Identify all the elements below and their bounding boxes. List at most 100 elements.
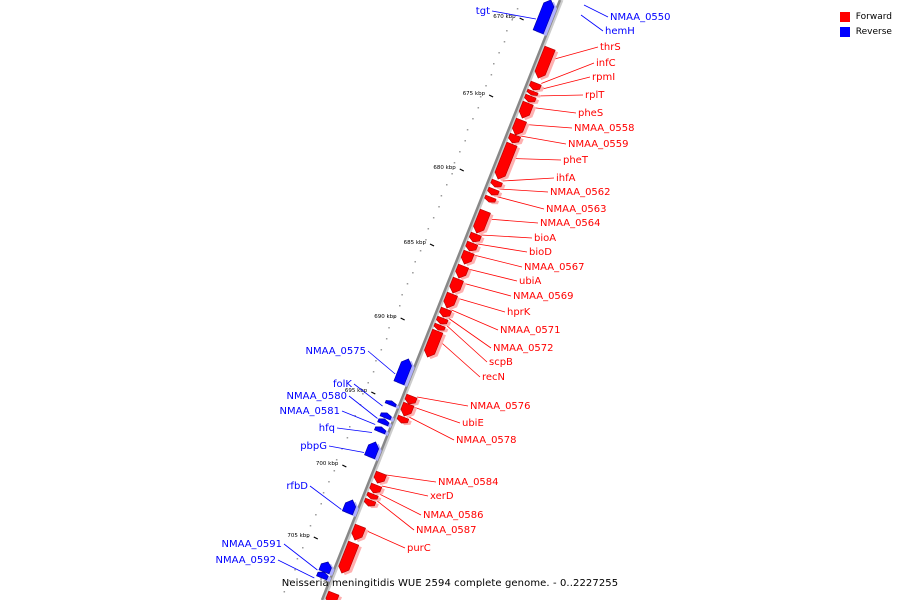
- gene-label-recN[interactable]: recN: [482, 372, 505, 383]
- gene-NMAA_0571[interactable]: [439, 306, 452, 318]
- gene-label-ubiE[interactable]: ubiE: [462, 418, 484, 429]
- gene-bioA[interactable]: [468, 231, 482, 243]
- leader-line: [511, 158, 562, 161]
- gene-label-NMAA_0562[interactable]: NMAA_0562: [550, 187, 611, 198]
- gene-NMAA_0586[interactable]: [366, 491, 379, 500]
- gene-label-pheT[interactable]: pheT: [563, 155, 589, 166]
- gene-label-ihfA[interactable]: ihfA: [556, 173, 576, 184]
- gene-label-NMAA_0558[interactable]: NMAA_0558: [574, 123, 635, 134]
- gene-pheT[interactable]: [494, 141, 518, 180]
- gene-NMAA_0562[interactable]: [487, 186, 500, 196]
- gene-rpmI[interactable]: [526, 88, 539, 96]
- gene-NMAA_0563[interactable]: [484, 194, 497, 203]
- gene-ubiA[interactable]: [455, 263, 470, 279]
- gene-label-NMAA_0580[interactable]: NMAA_0580: [286, 391, 347, 402]
- gene-label-NMAA_0559[interactable]: NMAA_0559: [568, 139, 629, 150]
- gene-label-purC[interactable]: purC: [407, 543, 431, 554]
- gene-label-rfbD[interactable]: rfbD: [286, 481, 308, 492]
- minor-tick: [335, 459, 338, 461]
- legend: Forward Reverse: [839, 9, 892, 39]
- gene-NMAA_0584[interactable]: [373, 470, 387, 484]
- minor-tick: [333, 470, 336, 472]
- gene-hfq[interactable]: [374, 426, 387, 435]
- gene-NMAA_0575[interactable]: [393, 358, 412, 386]
- gene-label-ubiA[interactable]: ubiA: [519, 276, 541, 287]
- gene-scpB[interactable]: [433, 322, 446, 331]
- gene-feature[interactable]: [338, 540, 360, 574]
- gene-bioD[interactable]: [465, 240, 479, 252]
- gene-label-NMAA_0572[interactable]: NMAA_0572: [493, 343, 554, 354]
- gene-pheS[interactable]: [518, 100, 534, 119]
- gene-label-NMAA_0578[interactable]: NMAA_0578: [456, 435, 517, 446]
- gene-label-NMAA_0584[interactable]: NMAA_0584: [438, 477, 499, 488]
- gene-NMAA_0564[interactable]: [473, 208, 491, 234]
- gene-label-bioA[interactable]: bioA: [534, 233, 556, 244]
- gene-label-thrS[interactable]: thrS: [600, 42, 621, 53]
- minor-tick: [393, 316, 396, 318]
- gene-NMAA_0567[interactable]: [460, 249, 475, 265]
- gene-xerD[interactable]: [369, 482, 383, 494]
- gene-label-rpmI[interactable]: rpmI: [592, 72, 615, 83]
- gene-label-NMAA_0550[interactable]: NMAA_0550: [610, 12, 671, 23]
- label-leaders: [277, 4, 609, 579]
- major-tick: [342, 464, 347, 468]
- backbone-line: [320, 0, 562, 600]
- gene-label-infC[interactable]: infC: [596, 58, 616, 69]
- gene-purC[interactable]: [351, 523, 366, 541]
- leader-line: [583, 4, 609, 18]
- minor-tick: [498, 52, 500, 54]
- major-tick: [313, 536, 319, 540]
- leader-line: [328, 445, 365, 453]
- gene-NMAA_0559[interactable]: [508, 132, 522, 144]
- gene-label-NMAA_0587[interactable]: NMAA_0587: [416, 525, 477, 536]
- minor-tick: [367, 382, 369, 384]
- gene-label-NMAA_0576[interactable]: NMAA_0576: [470, 401, 531, 412]
- gene-label-NMAA_0586[interactable]: NMAA_0586: [423, 510, 484, 521]
- gene-NMAA_0572[interactable]: [436, 315, 449, 325]
- gene-pbpG[interactable]: [364, 441, 380, 460]
- gene-label-hemH[interactable]: hemH: [605, 26, 635, 37]
- gene-label-xerD[interactable]: xerD: [430, 491, 454, 502]
- gene-label-NMAA_0564[interactable]: NMAA_0564: [540, 218, 601, 229]
- gene-NMAA_0558[interactable]: [512, 117, 527, 136]
- gene-label-bioD[interactable]: bioD: [529, 247, 552, 258]
- gene-label-scpB[interactable]: scpB: [489, 357, 513, 368]
- leader-line: [536, 94, 584, 97]
- gene-folK[interactable]: [384, 400, 397, 408]
- minor-tick: [288, 580, 291, 582]
- gene-infC[interactable]: [529, 80, 542, 91]
- gene-NMAA_0580[interactable]: [379, 412, 392, 421]
- gene-rplT[interactable]: [524, 93, 537, 103]
- gene-NMAA_0592[interactable]: [316, 571, 329, 581]
- minor-tick: [302, 547, 304, 549]
- gene-thrS[interactable]: [534, 45, 556, 79]
- gene-label-NMAA_0569[interactable]: NMAA_0569: [513, 291, 574, 302]
- gene-recN[interactable]: [424, 328, 444, 358]
- gene-ubiE[interactable]: [400, 401, 415, 417]
- gene-NMAA_0578[interactable]: [396, 414, 410, 424]
- gene-label-NMAA_0575[interactable]: NMAA_0575: [305, 346, 366, 357]
- gene-label-hprK[interactable]: hprK: [507, 307, 531, 318]
- gene-label-rplT[interactable]: rplT: [585, 90, 605, 101]
- gene-hprK[interactable]: [443, 291, 458, 309]
- gene-label-NMAA_0592[interactable]: NMAA_0592: [215, 555, 276, 566]
- gene-NMAA_0587[interactable]: [363, 497, 377, 507]
- gene-tgt[interactable]: [532, 0, 555, 35]
- gene-label-pbpG[interactable]: pbpG: [300, 441, 327, 452]
- gene-label-NMAA_0581[interactable]: NMAA_0581: [279, 406, 340, 417]
- gene-label-hfq[interactable]: hfq: [319, 423, 335, 434]
- gene-feature[interactable]: [325, 590, 340, 600]
- gene-label-folK[interactable]: folK: [333, 379, 352, 390]
- gene-label-NMAA_0571[interactable]: NMAA_0571: [500, 325, 561, 336]
- gene-label-pheS[interactable]: pheS: [578, 108, 603, 119]
- gene-NMAA_0569[interactable]: [449, 276, 464, 294]
- gene-ihfA[interactable]: [490, 178, 503, 188]
- gene-NMAA_0576[interactable]: [404, 393, 418, 405]
- gene-NMAA_0581[interactable]: [377, 418, 390, 427]
- gene-label-NMAA_0563[interactable]: NMAA_0563: [546, 204, 607, 215]
- gene-label-NMAA_0567[interactable]: NMAA_0567: [524, 262, 585, 273]
- leader-line: [353, 383, 383, 407]
- gene-label-tgt[interactable]: tgt: [476, 6, 490, 17]
- gene-rfbD[interactable]: [341, 499, 357, 516]
- gene-label-NMAA_0591[interactable]: NMAA_0591: [221, 539, 282, 550]
